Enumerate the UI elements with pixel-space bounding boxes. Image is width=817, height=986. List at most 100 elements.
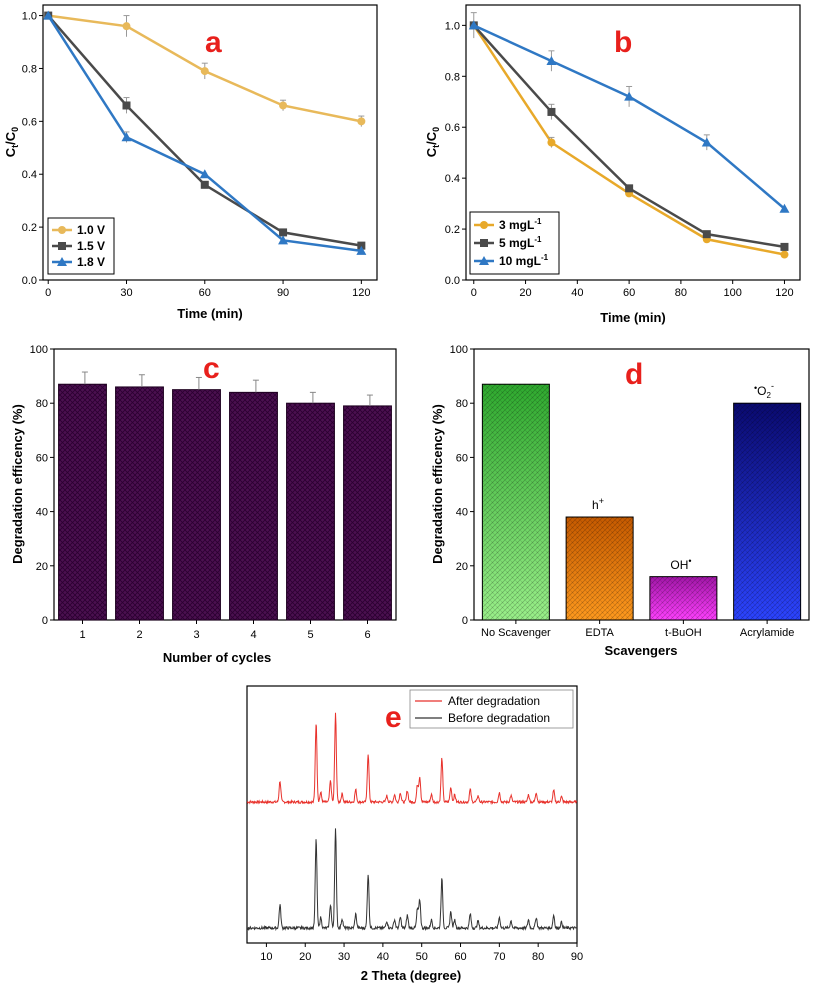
- panel-c-xtick-label: 6: [364, 629, 370, 641]
- panel-a-legend-item-3: 1.8 V: [52, 255, 105, 269]
- panel-b-legend-item-1: 3 mgL-1: [474, 217, 542, 232]
- panel-b-point: [625, 184, 634, 193]
- panel-c-bar-3: [172, 389, 221, 621]
- panel-b-point: [701, 137, 712, 147]
- panel-a-ytick-label: 0.8: [22, 63, 37, 75]
- panel-e-xtick-label: 50: [416, 951, 428, 963]
- panel-b-legend-label-1: 3 mgL-1: [499, 217, 542, 232]
- panel-a-xtick-label: 90: [277, 287, 289, 299]
- panel-e-legend: [409, 689, 574, 729]
- panel-e-ticks: 10 20 30 40 50 60 70 80 90: [260, 943, 583, 963]
- panel-c-xtick-label: 2: [136, 629, 142, 641]
- panel-d-annotation-oh: OH•: [670, 556, 691, 572]
- panel-e-legend-label-1: After degradation: [448, 694, 540, 708]
- panel-b-point: [779, 203, 790, 213]
- panel-b-legend-item-2: 5 mgL-1: [474, 235, 542, 250]
- panel-a-legend-label-1: 1.0 V: [77, 223, 105, 237]
- panel-d-xtick-label: No Scavenger: [481, 627, 551, 639]
- panel-b-xlabel: Time (min): [600, 310, 666, 325]
- panel-d-bar-hatch: [733, 403, 801, 620]
- panel-c-ylabel: Degradation efficency (%): [10, 404, 25, 564]
- panel-d-annotation-h: h+: [592, 496, 604, 512]
- panel-c-ticks: 0 20 40 60 80 100 1 2 3 4 5 6: [30, 344, 371, 641]
- panel-e-xtick-label: 90: [571, 951, 583, 963]
- panel-b-point: [624, 91, 635, 101]
- panel-b-point: [468, 20, 479, 30]
- panel-a-legend-item-2: 1.5 V: [52, 239, 105, 253]
- panel-b-legend-label-2: 5 mgL-1: [499, 235, 542, 250]
- panel-a-point: [200, 67, 209, 76]
- panel-d-bar-hatch: [482, 384, 550, 620]
- panel-a: 0 30 60 90 120 0.0 0.2 0.4 0.6 0.8 1.0 a Time (min…: [3, 4, 378, 321]
- panel-d-xlabel: Scavengers: [605, 643, 678, 658]
- panel-e: 10 20 30 40 50 60 70 80 90 e 2 Theta (degree) Af…: [246, 685, 583, 983]
- panel-a-point: [357, 241, 366, 250]
- panel-e-letter: e: [385, 701, 402, 734]
- panel-e-xtick-label: 40: [377, 951, 389, 963]
- panel-c-xtick-label: 4: [250, 629, 256, 641]
- legend-marker: [57, 257, 67, 266]
- panel-a-xtick-label: 0: [45, 287, 51, 299]
- panel-c-ytick-label: 40: [36, 507, 48, 519]
- panel-a-ytick-label: 1.0: [22, 11, 37, 23]
- panel-b-xtick-label: 40: [571, 287, 583, 299]
- panel-a-point: [278, 235, 289, 245]
- panel-a-point: [43, 10, 54, 20]
- panel-a-ytick-label: 0.0: [22, 275, 37, 287]
- panel-a-point: [121, 132, 132, 142]
- panel-d-ytick-label: 80: [456, 398, 468, 410]
- panel-a-xtick-label: 60: [199, 287, 211, 299]
- panel-a-ytick-label: 0.4: [22, 169, 37, 181]
- panel-c-ytick-label: 60: [36, 452, 48, 464]
- panel-d-ylabel: Degradation efficency (%): [430, 404, 445, 564]
- legend-marker: [58, 242, 66, 250]
- panel-b-frame: [465, 4, 801, 281]
- panel-d: 0 20 40 60 80 100 No Scavenger EDTA t-BuOH Acryla…: [430, 344, 810, 658]
- panel-e-xtick-label: 10: [260, 951, 272, 963]
- panel-e-xtick-label: 60: [454, 951, 466, 963]
- panel-a-point: [200, 180, 209, 189]
- panel-b-ytick-label: 1.0: [445, 20, 460, 32]
- panel-d-xtick-label: t-BuOH: [665, 627, 702, 639]
- panel-a-ytick-label: 0.2: [22, 222, 37, 234]
- panel-c-xtick-label: 5: [307, 629, 313, 641]
- panel-e-series-after: [246, 712, 578, 806]
- panel-c-frame: [53, 348, 397, 621]
- panel-c-xtick-label: 1: [79, 629, 85, 641]
- panel-b-ytick-label: 0.6: [445, 122, 460, 134]
- panel-d-ytick-label: 40: [456, 507, 468, 519]
- panel-e-xtick-label: 80: [532, 951, 544, 963]
- panel-c: 0 20 40 60 80 100 1 2 3 4 5 6 c Number of cycles De…: [10, 344, 397, 665]
- panel-b-xtick-label: 0: [471, 287, 477, 299]
- panel-a-ticks: 0 30 60 90 120 0.0 0.2 0.4 0.6 0.8 1.0: [22, 11, 371, 299]
- panel-a-point: [357, 117, 366, 126]
- legend-marker: [479, 256, 489, 265]
- panel-a-point: [279, 101, 288, 110]
- panel-a-series: [43, 10, 367, 255]
- panel-a-point: [122, 22, 131, 31]
- panel-b-series: [468, 12, 790, 259]
- panel-a-xlabel: Time (min): [177, 306, 243, 321]
- panel-c-ytick-label: 80: [36, 398, 48, 410]
- panel-b-xtick-label: 80: [675, 287, 687, 299]
- panel-d-bars: [481, 383, 802, 621]
- panel-b-xtick-label: 100: [724, 287, 742, 299]
- panel-d-letter: d: [625, 358, 643, 391]
- panel-c-ytick-label: 100: [30, 344, 48, 356]
- panel-a-legend-label-2: 1.5 V: [77, 239, 105, 253]
- panel-d-frame: [473, 348, 810, 621]
- panel-a-legend-label-3: 1.8 V: [77, 255, 105, 269]
- panel-e-frame: [246, 685, 578, 944]
- panel-b-point: [702, 230, 711, 239]
- panel-c-bars: [58, 371, 392, 621]
- panel-c-xtick-label: 3: [193, 629, 199, 641]
- panel-b-ytick-label: 0.0: [445, 275, 460, 287]
- panel-b: 0 20 40 60 80 100 120 0.0 0.2 0.4 0.6 0.8 1.0 b Time…: [424, 4, 801, 325]
- panel-a-point: [122, 101, 131, 110]
- panel-a-frame: [42, 4, 378, 281]
- panel-b-letter: b: [614, 26, 632, 59]
- panel-b-point: [547, 107, 556, 116]
- panel-c-ytick-label: 0: [42, 615, 48, 627]
- panel-d-annotation-o2: •O2-: [754, 381, 774, 400]
- panel-b-legend-item-3: 10 mgL-1: [474, 253, 549, 268]
